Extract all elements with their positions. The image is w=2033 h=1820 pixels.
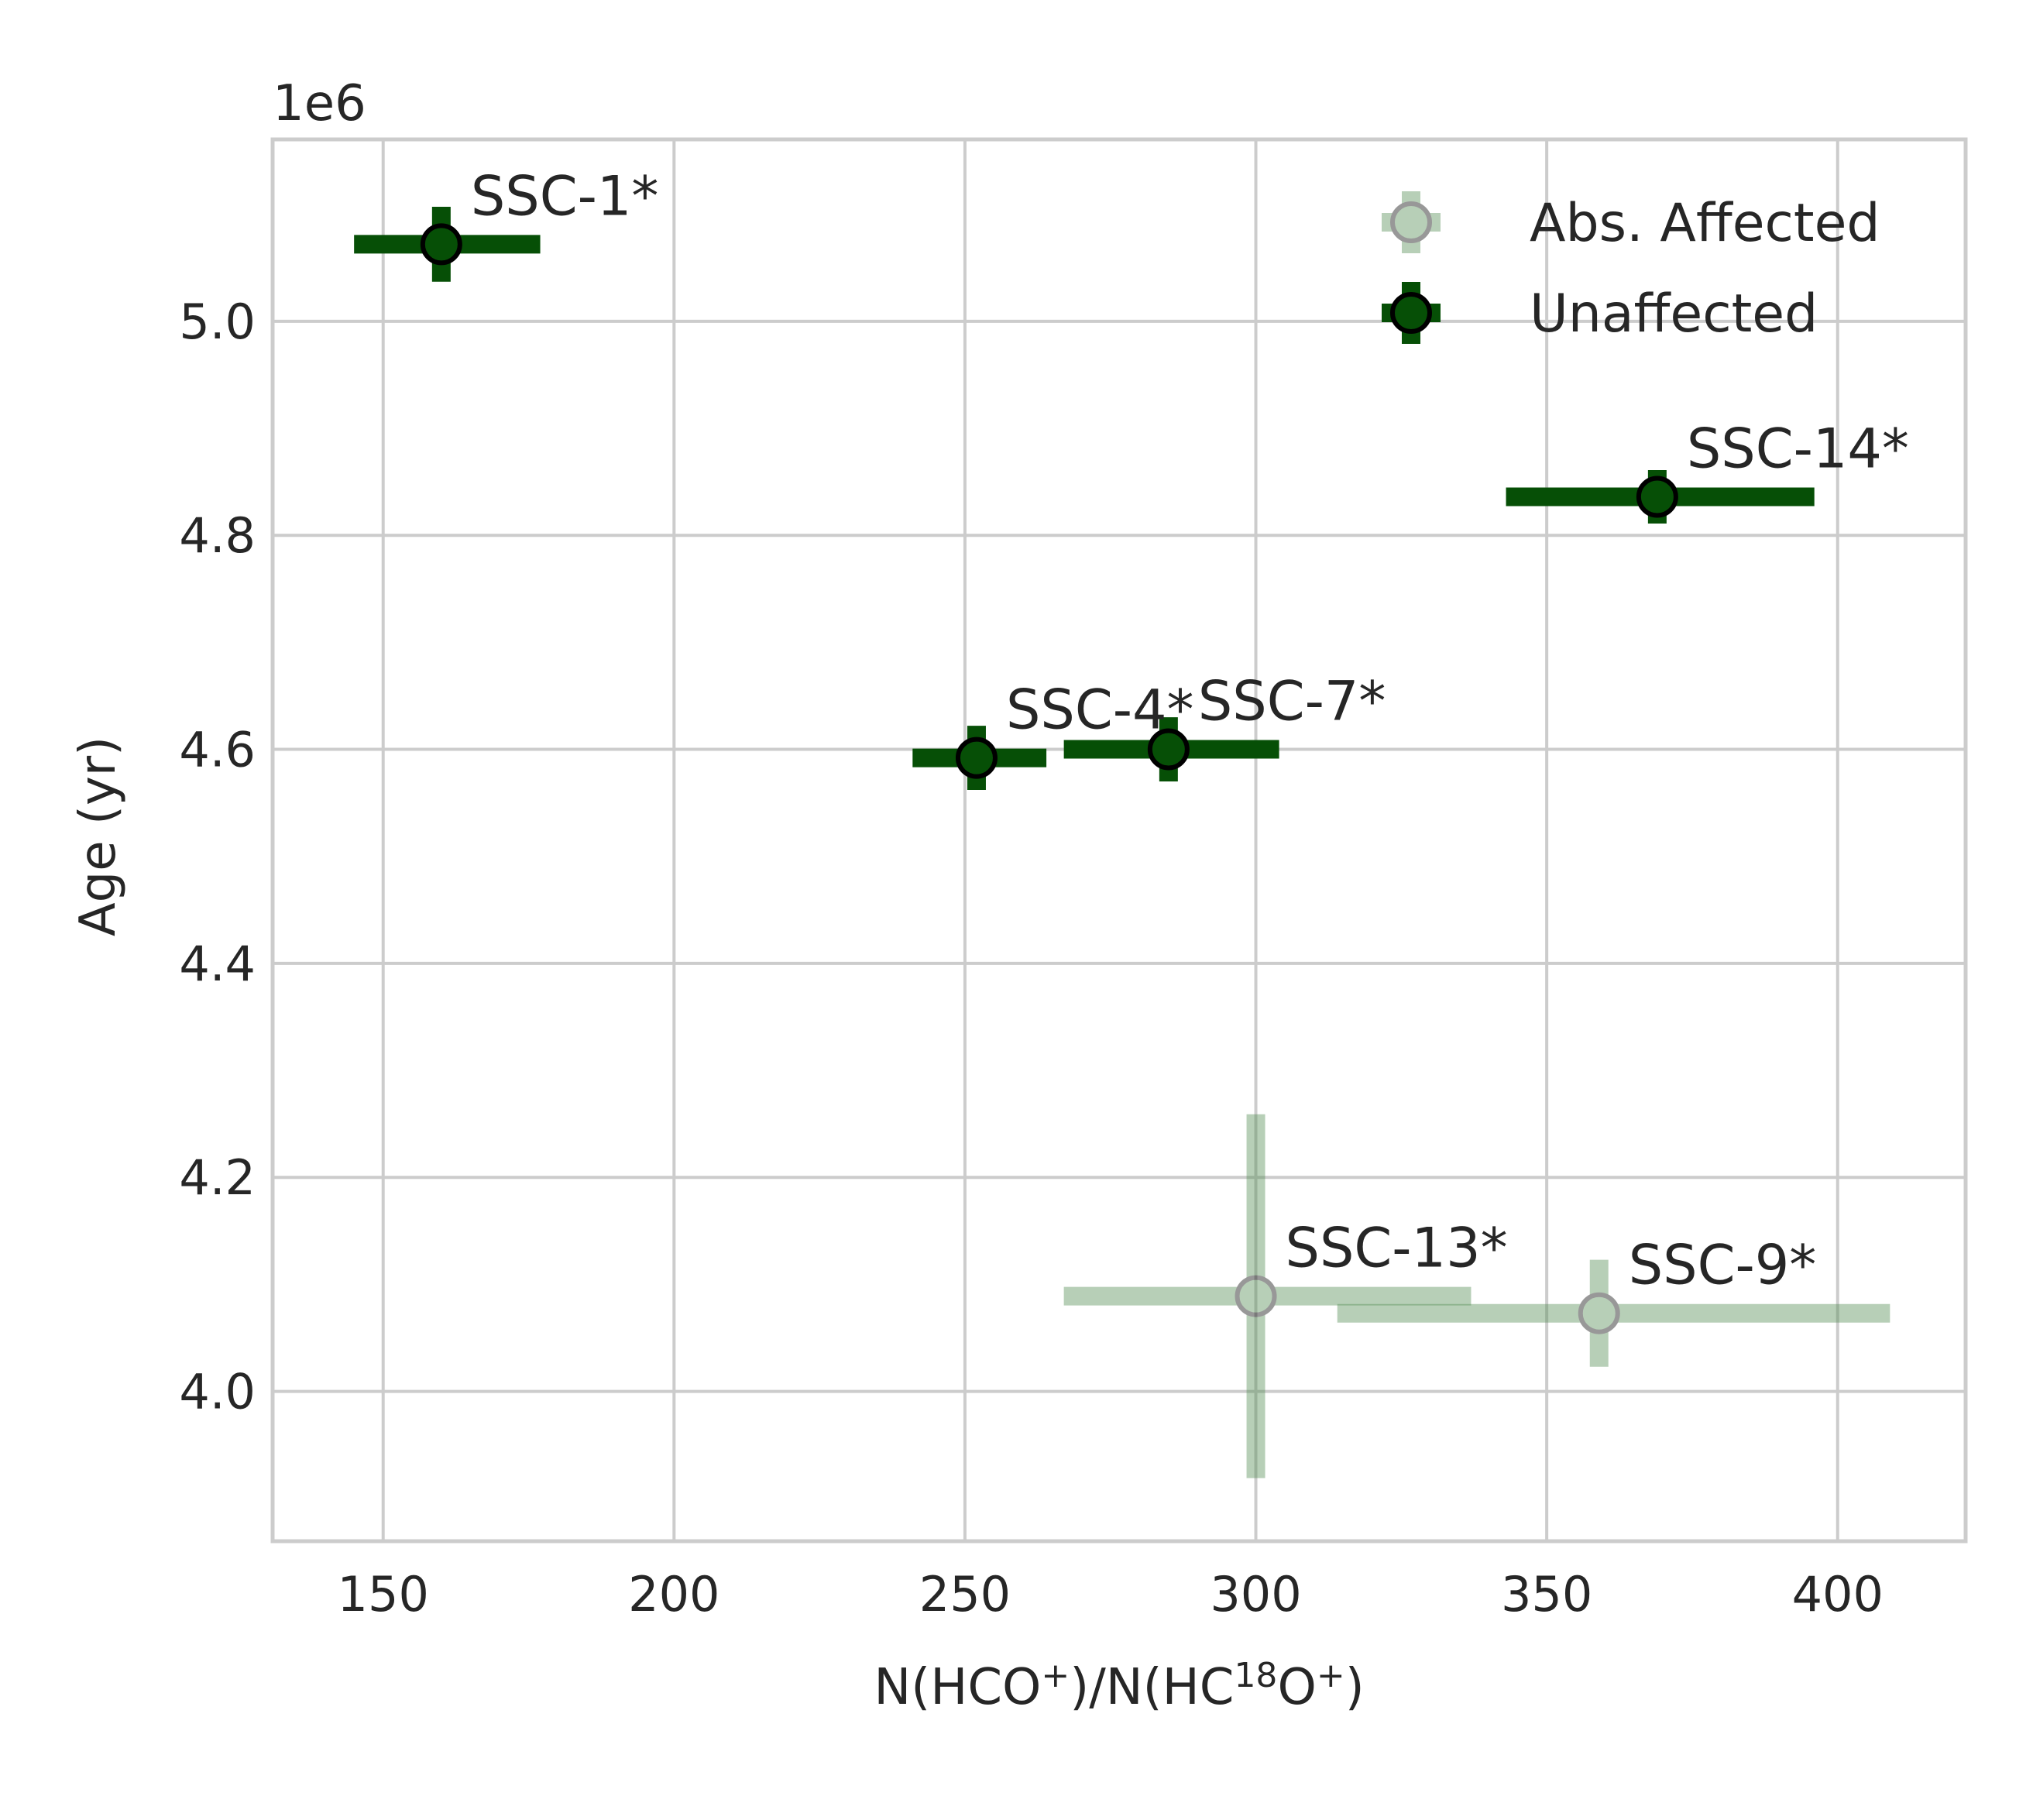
series-unaffected (354, 207, 1815, 791)
data-point (1337, 1259, 1890, 1367)
x-tick-label: 400 (1792, 1566, 1884, 1623)
point-label: SSC-13* (1286, 1217, 1508, 1280)
grid-lines (273, 139, 1966, 1541)
series-abs-affected (1063, 1114, 1890, 1478)
data-point (1506, 469, 1815, 524)
legend-label: Abs. Affected (1530, 193, 1880, 254)
x-tick-label: 350 (1501, 1566, 1592, 1623)
point-marker (1578, 1292, 1620, 1334)
point-label: SSC-7* (1198, 670, 1386, 733)
legend-dot (1390, 201, 1432, 243)
y-axis-label: Age (yr) (70, 737, 127, 936)
point-marker (1147, 728, 1190, 771)
legend-marker (1382, 191, 1441, 253)
point-label: SSC-1* (471, 164, 659, 228)
x-tick-label: 200 (628, 1566, 719, 1623)
point-marker (420, 223, 462, 266)
y-offset-label: 1e6 (273, 75, 366, 132)
legend-dot (1390, 292, 1432, 334)
data-point (912, 726, 1047, 791)
x-tick-label: 300 (1210, 1566, 1301, 1623)
point-label: SSC-4* (1006, 678, 1194, 742)
legend-marker (1382, 282, 1441, 344)
y-tick-label: 4.4 (179, 936, 256, 992)
legend: Abs. Affected Unaffected (1382, 191, 1880, 345)
y-tick-label: 4.0 (179, 1364, 256, 1420)
data-point (1063, 717, 1279, 782)
point-marker (1235, 1275, 1277, 1317)
plot-frame (270, 137, 1968, 1544)
y-tick-label: 5.0 (179, 294, 256, 350)
data-layer (354, 207, 1890, 1478)
point-marker (1636, 476, 1678, 518)
data-point (354, 207, 541, 282)
point-labels: SSC-13* SSC-9* SSC-1* SSC-4* SSC-7* SSC-14* (471, 164, 1909, 1296)
point-label: SSC-14* (1687, 417, 1909, 480)
point-marker (955, 737, 998, 779)
x-axis-label: N(HCO+)/N(HC18O+) (874, 1656, 1364, 1716)
legend-label: Unaffected (1530, 283, 1818, 345)
data-point (1063, 1114, 1472, 1478)
y-tick-label: 4.8 (179, 507, 256, 564)
point-label: SSC-9* (1629, 1234, 1817, 1297)
x-tick-label: 150 (338, 1566, 429, 1623)
tick-labels: 150 200 250 300 350 400 4.0 4.2 4.4 4.6 4.8 5.0 (179, 294, 1884, 1623)
x-tick-label: 250 (919, 1566, 1011, 1623)
y-tick-label: 4.6 (179, 722, 256, 778)
y-tick-label: 4.2 (179, 1149, 256, 1206)
